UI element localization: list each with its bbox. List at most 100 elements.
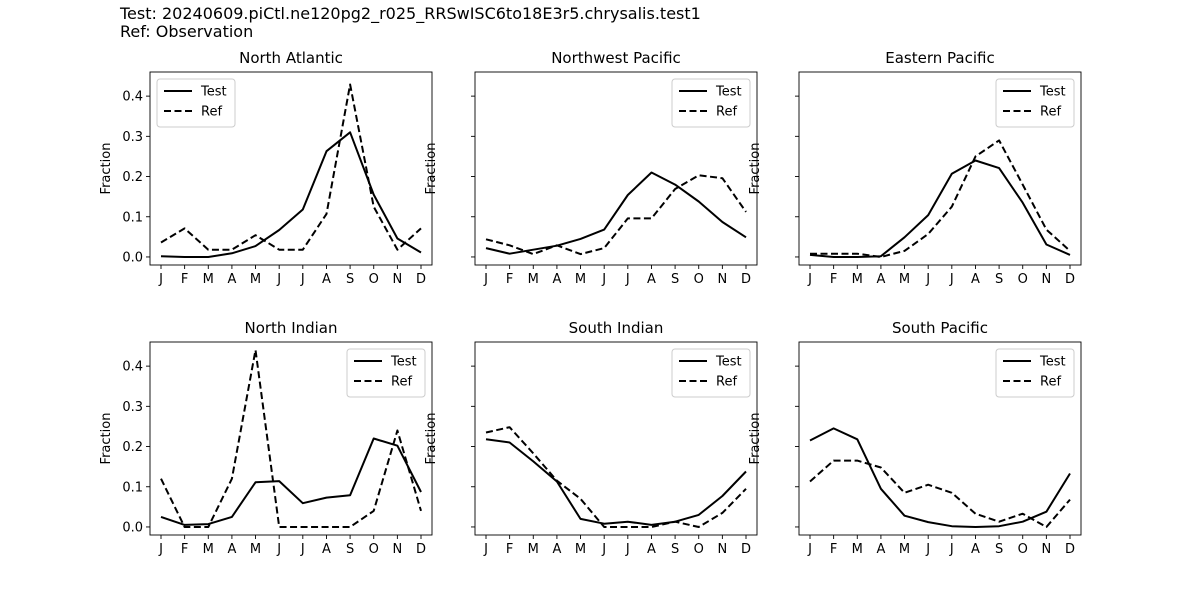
legend: Test Ref [156, 78, 236, 128]
x-tick-label: S [346, 272, 354, 287]
x-tick-label: S [671, 542, 679, 557]
legend: Test Ref [995, 78, 1075, 128]
y-tick-label: 0.1 [122, 480, 143, 495]
x-tick-label: M [203, 272, 214, 287]
x-tick-label: O [694, 272, 704, 287]
legend-label-ref: Ref [716, 375, 737, 390]
x-tick-label: J [601, 542, 606, 557]
y-tick-label: 0.3 [122, 400, 143, 415]
x-tick-label: A [322, 272, 331, 287]
x-tick-label: A [647, 272, 656, 287]
x-tick-label: M [575, 272, 586, 287]
y-tick-label: 0.2 [122, 170, 143, 185]
x-tick-label: A [876, 272, 885, 287]
x-tick-label: O [694, 542, 704, 557]
x-tick-label: J [949, 272, 954, 287]
x-tick-label: J [601, 272, 606, 287]
panel-title: South Indian [569, 319, 664, 337]
x-tick-label: A [647, 542, 656, 557]
x-tick-label: J [483, 272, 488, 287]
x-tick-label: O [1018, 272, 1028, 287]
panel-title: Northwest Pacific [551, 49, 681, 67]
x-tick-label: O [369, 272, 379, 287]
legend-label-test: Test [390, 355, 417, 370]
x-tick-label: J [949, 542, 954, 557]
x-tick-label: A [322, 542, 331, 557]
panel-title: South Pacific [892, 319, 988, 337]
x-tick-label: N [717, 542, 727, 557]
x-tick-label: M [528, 542, 539, 557]
legend-label-ref: Ref [1040, 105, 1061, 120]
y-axis-label: Fraction [748, 413, 763, 465]
x-tick-label: F [181, 272, 188, 287]
plot-frame [798, 341, 1082, 536]
series-line-ref [160, 349, 422, 528]
x-tick-label: D [741, 542, 751, 557]
x-tick-label: M [899, 272, 910, 287]
x-tick-label: J [300, 272, 305, 287]
x-tick-label: J [483, 542, 488, 557]
series-line-ref [485, 426, 747, 528]
x-tick-label: J [625, 542, 630, 557]
x-tick-label: F [181, 542, 188, 557]
legend: Test Ref [995, 348, 1075, 398]
x-tick-label: A [227, 272, 236, 287]
x-tick-label: J [925, 542, 930, 557]
x-tick-label: N [1041, 272, 1051, 287]
x-tick-label: D [1065, 542, 1075, 557]
panel-title: North Indian [244, 319, 337, 337]
x-tick-label: M [899, 542, 910, 557]
y-tick-label: 0.1 [122, 210, 143, 225]
x-tick-label: J [807, 542, 812, 557]
x-tick-label: J [158, 542, 163, 557]
x-tick-label: S [346, 542, 354, 557]
panel-title: Eastern Pacific [885, 49, 994, 67]
x-tick-label: A [971, 542, 980, 557]
x-tick-label: M [575, 542, 586, 557]
series-line-test [809, 159, 1071, 258]
y-tick-label: 0.0 [122, 520, 143, 535]
x-tick-label: N [717, 272, 727, 287]
legend-label-ref: Ref [716, 105, 737, 120]
series-line-ref [485, 174, 747, 256]
x-tick-label: N [392, 272, 402, 287]
x-tick-label: J [158, 272, 163, 287]
legend-label-ref: Ref [391, 375, 412, 390]
y-axis-label: Fraction [424, 143, 439, 195]
y-tick-label: 0.3 [122, 130, 143, 145]
legend: Test Ref [346, 348, 426, 398]
x-tick-label: D [416, 272, 426, 287]
x-tick-label: O [1018, 542, 1028, 557]
x-tick-label: F [830, 272, 837, 287]
y-tick-label: 0.2 [122, 440, 143, 455]
legend-label-test: Test [715, 355, 742, 370]
x-tick-label: A [876, 542, 885, 557]
x-tick-label: D [741, 272, 751, 287]
x-tick-label: A [227, 542, 236, 557]
x-tick-label: M [250, 542, 261, 557]
y-axis-label: Fraction [99, 413, 114, 465]
series-line-test [160, 437, 422, 526]
series-line-test [809, 427, 1071, 528]
x-tick-label: N [1041, 542, 1051, 557]
x-tick-label: F [506, 542, 513, 557]
x-tick-label: J [625, 272, 630, 287]
series-line-ref [810, 139, 1071, 258]
legend-label-test: Test [1039, 85, 1066, 100]
y-axis-label: Fraction [748, 143, 763, 195]
x-tick-label: S [995, 542, 1003, 557]
plot-frame [474, 341, 758, 536]
panel-title: North Atlantic [239, 49, 343, 67]
x-tick-label: M [203, 542, 214, 557]
x-tick-label: J [276, 542, 281, 557]
series-line-ref [809, 459, 1071, 528]
y-axis-label: Fraction [424, 413, 439, 465]
x-tick-label: M [852, 542, 863, 557]
legend-label-test: Test [200, 85, 227, 100]
